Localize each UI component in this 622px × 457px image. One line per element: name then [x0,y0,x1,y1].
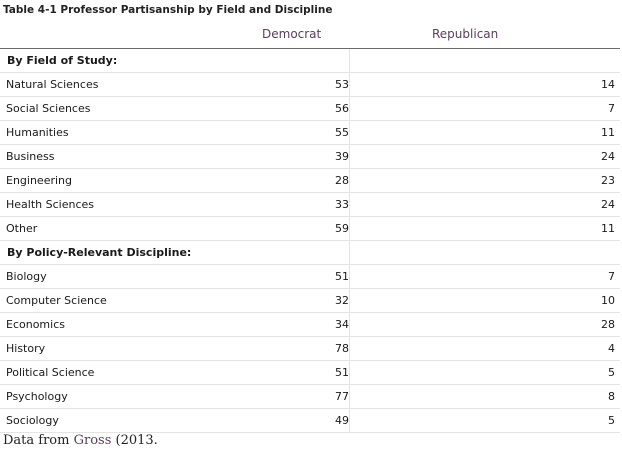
republican-value: 5 [608,414,615,427]
column-header-democrat: Democrat [262,27,322,41]
table-row: History 78 4 [0,337,620,361]
table-row: Engineering 28 23 [0,169,620,193]
row-label: Humanities [6,126,69,139]
row-label: Business [6,150,55,163]
democrat-value: 78 [335,342,349,355]
democrat-value: 33 [335,198,349,211]
table-caption: Table 4-1 Professor Partisanship by Fiel… [3,4,333,16]
source-note: Data from Gross (2013. [3,433,158,448]
table-row: Psychology 77 8 [0,385,620,409]
democrat-value: 59 [335,222,349,235]
republican-value: 24 [601,198,615,211]
row-label: History [6,342,46,355]
republican-value: 7 [608,102,615,115]
table-row: Business 39 24 [0,145,620,169]
table-row: Social Sciences 56 7 [0,97,620,121]
section-heading: By Field of Study: [7,54,118,67]
republican-value: 7 [608,270,615,283]
democrat-value: 51 [335,270,349,283]
section-heading: By Policy-Relevant Discipline: [7,246,192,259]
democrat-value: 77 [335,390,349,403]
democrat-value: 53 [335,78,349,91]
row-label: Computer Science [6,294,107,307]
table-row: Humanities 55 11 [0,121,620,145]
republican-value: 8 [608,390,615,403]
table-row: Health Sciences 33 24 [0,193,620,217]
democrat-value: 34 [335,318,349,331]
republican-value: 14 [601,78,615,91]
source-suffix: (2013. [111,433,158,448]
democrat-value: 39 [335,150,349,163]
democrat-value: 56 [335,102,349,115]
row-label: Economics [6,318,65,331]
democrat-value: 49 [335,414,349,427]
republican-value: 4 [608,342,615,355]
democrat-value: 32 [335,294,349,307]
republican-value: 28 [601,318,615,331]
table-row: Biology 51 7 [0,265,620,289]
democrat-value: 51 [335,366,349,379]
democrat-value: 28 [335,174,349,187]
row-label: Political Science [6,366,95,379]
row-label: Engineering [6,174,72,187]
republican-value: 24 [601,150,615,163]
section-header-row: By Policy-Relevant Discipline: [0,241,620,265]
table-row: Other 59 11 [0,217,620,241]
section-header-row: By Field of Study: [0,49,620,73]
republican-value: 23 [601,174,615,187]
table-body: By Field of Study: Natural Sciences 53 14 So… [0,49,620,433]
republican-value: 11 [601,126,615,139]
source-author-link[interactable]: Gross [73,433,112,448]
row-label: Other [6,222,38,235]
row-label: Psychology [6,390,68,403]
row-label: Social Sciences [6,102,91,115]
democrat-value: 55 [335,126,349,139]
row-label: Biology [6,270,47,283]
republican-value: 11 [601,222,615,235]
table-row: Natural Sciences 53 14 [0,73,620,97]
row-label: Natural Sciences [6,78,99,91]
column-divider [349,49,350,433]
republican-value: 5 [608,366,615,379]
table-row: Sociology 49 5 [0,409,620,433]
table-row: Political Science 51 5 [0,361,620,385]
row-label: Sociology [6,414,59,427]
table-row: Economics 34 28 [0,313,620,337]
source-prefix: Data from [3,433,74,448]
header-rule [0,48,620,49]
column-header-republican: Republican [432,27,499,41]
table-row: Computer Science 32 10 [0,289,620,313]
republican-value: 10 [601,294,615,307]
row-label: Health Sciences [6,198,94,211]
